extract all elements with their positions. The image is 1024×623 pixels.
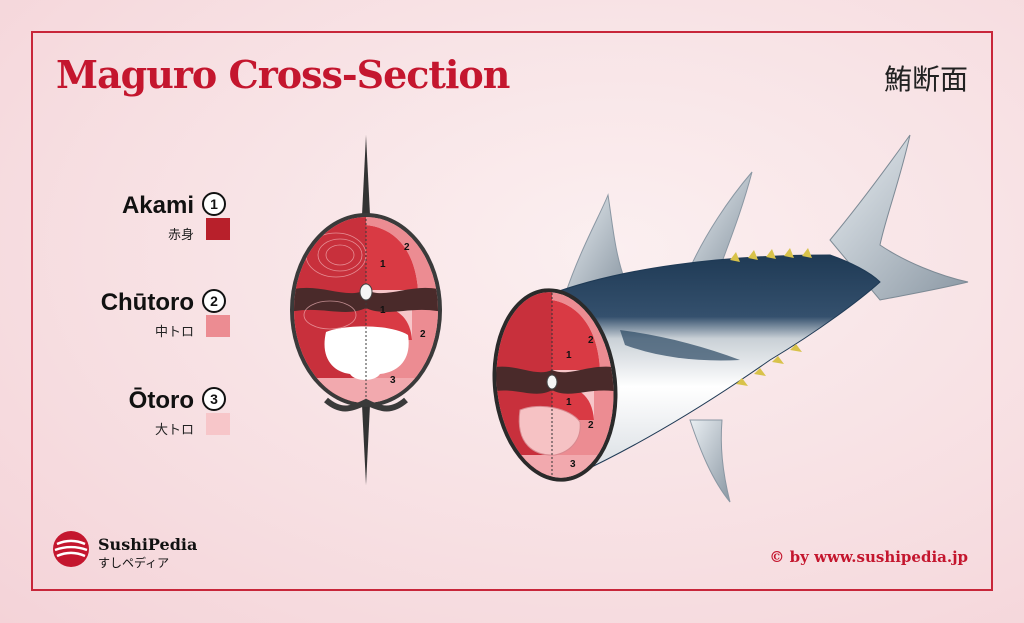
legend-jp: 大トロ (154, 423, 194, 438)
legend-swatch-akami (206, 218, 230, 240)
legend-item-otoro: Ōtoro 大トロ 3 (0, 387, 230, 447)
brand-name: SushiPedia (98, 535, 198, 554)
fish-body (547, 254, 881, 476)
legend-number: 1 (202, 192, 226, 216)
backbone (359, 283, 373, 301)
tail-fin (829, 134, 969, 301)
ventral-spine (362, 405, 370, 485)
cross-label: 2 (404, 242, 410, 253)
anal-fin (689, 419, 731, 503)
legend-jp: 中トロ (154, 325, 194, 340)
cross-label: 2 (420, 329, 426, 340)
legend-number: 2 (202, 289, 226, 313)
cross-label: 3 (390, 375, 396, 386)
legend-jp: 赤身 (167, 228, 194, 243)
legend-name: Chūtoro (100, 289, 194, 316)
dorsal-fin (564, 193, 626, 296)
legend-swatch-chutoro (206, 315, 230, 337)
cross-section: 1 1 2 2 3 (290, 135, 442, 485)
cross-label: 1 (380, 259, 386, 270)
legend-name: Akami (121, 192, 194, 219)
fish-label: 1 (566, 397, 572, 408)
credit-link[interactable]: © by www.sushipedia.jp (769, 548, 968, 566)
finlets (730, 248, 812, 386)
poster-frame (31, 31, 993, 591)
dorsal-spine (362, 135, 370, 215)
second-dorsal-fin (689, 171, 753, 269)
legend-name: Ōtoro (128, 387, 194, 414)
legend-item-chutoro: Chūtoro 中トロ 2 (0, 289, 230, 349)
fish-label: 3 (570, 459, 576, 470)
akami-upper-right (366, 225, 418, 290)
sushi-roll-logo-icon (53, 531, 89, 567)
page-title-jp: 鮪断面 (883, 63, 968, 96)
brand-name-jp: すしペディア (98, 556, 170, 570)
fish-label: 2 (588, 335, 594, 346)
tuna-illustration: 1 2 1 2 3 (490, 134, 969, 503)
body-cavity (324, 326, 409, 380)
page-title: Maguro Cross-Section (56, 52, 510, 97)
legend-item-akami: Akami 赤身 1 (0, 192, 230, 252)
fish-label: 1 (566, 350, 572, 361)
legend-number: 3 (202, 387, 226, 411)
legend-swatch-otoro (206, 413, 230, 435)
fish-label: 2 (588, 420, 594, 431)
cross-label: 1 (380, 305, 386, 316)
